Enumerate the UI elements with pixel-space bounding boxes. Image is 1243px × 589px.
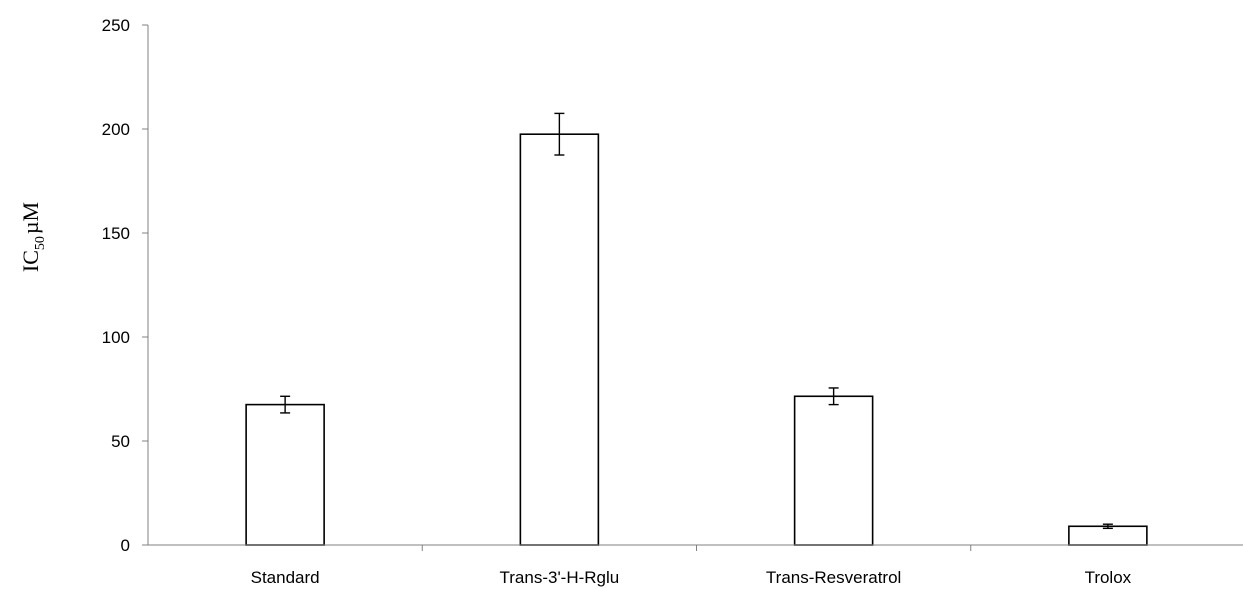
category-label: Trolox <box>1085 568 1132 587</box>
bar <box>793 395 874 546</box>
error-bars <box>280 112 1113 530</box>
y-tick-labels: 0 50 100 150 200 250 <box>102 16 130 555</box>
category-labels: Standard Trans-3'-H-Rglu Trans-Resveratrol… <box>251 568 1132 587</box>
bars <box>245 133 1148 546</box>
error-bar <box>554 112 565 156</box>
y-axis-label-subscript: 50 <box>33 236 48 250</box>
y-axis-label-main: IC <box>18 250 43 272</box>
y-tick-label: 200 <box>102 120 130 139</box>
bar <box>245 403 325 546</box>
bar <box>1068 525 1148 546</box>
y-tick-label: 250 <box>102 16 130 35</box>
error-bar <box>280 395 291 414</box>
error-bar <box>1102 523 1113 530</box>
category-label: Trans-3'-H-Rglu <box>500 568 620 587</box>
y-axis-label: IC50 µM <box>18 202 48 272</box>
error-bar <box>828 387 839 406</box>
y-axis-label-unit: µM <box>18 202 43 234</box>
category-label: Standard <box>251 568 320 587</box>
y-tick-label: 100 <box>102 328 130 347</box>
y-tick-label: 150 <box>102 224 130 243</box>
x-axis-ticks <box>421 545 972 551</box>
y-tick-label: 50 <box>111 432 130 451</box>
y-tick-label: 0 <box>121 536 130 555</box>
y-axis-ticks <box>142 24 148 546</box>
bar <box>519 133 600 546</box>
category-label: Trans-Resveratrol <box>766 568 901 587</box>
